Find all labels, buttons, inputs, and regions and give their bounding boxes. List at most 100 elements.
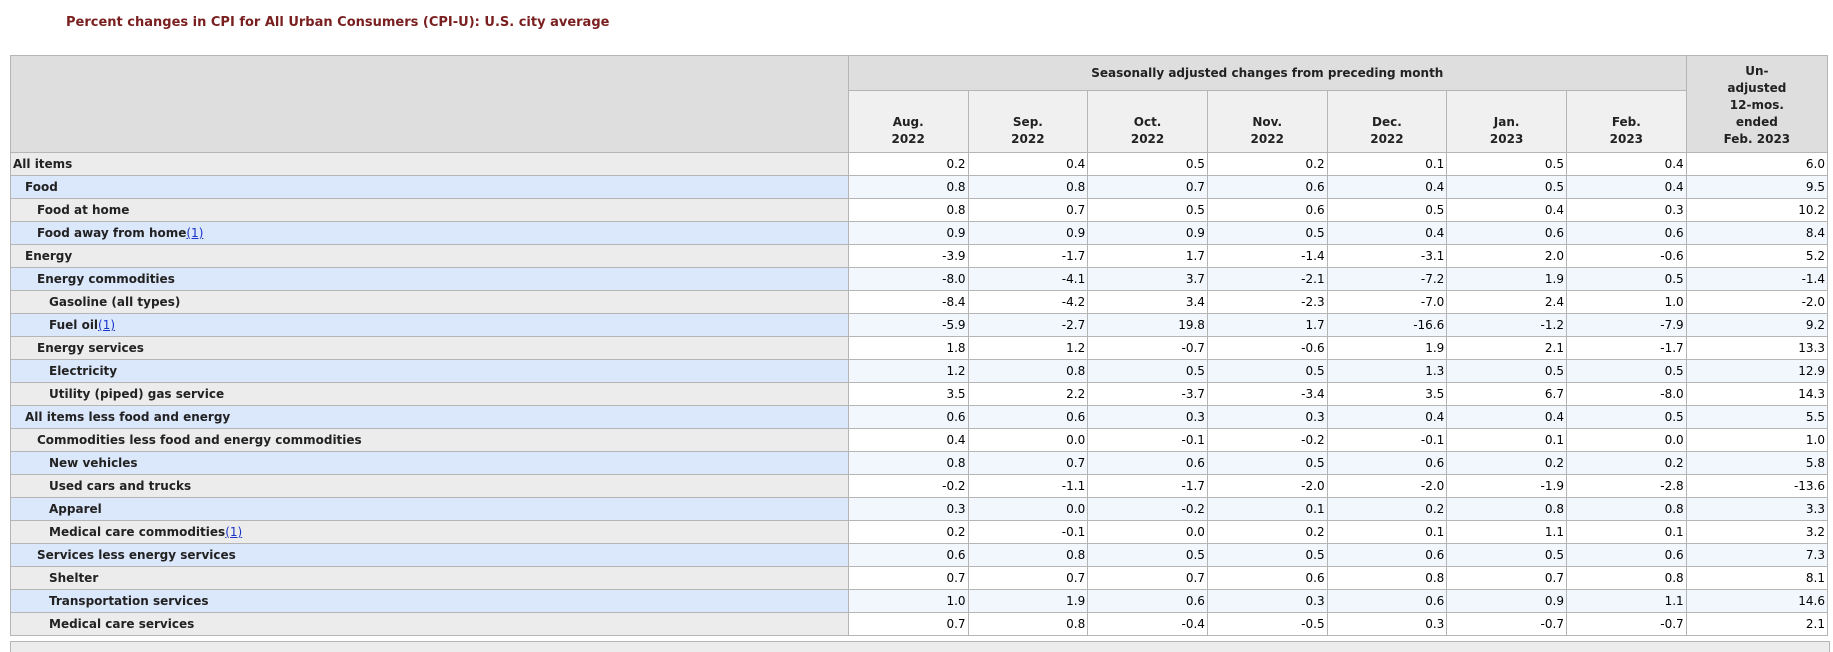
value-cell: -3.4 <box>1206 382 1328 406</box>
value-cell: -0.2 <box>1206 428 1328 452</box>
value-cell: -0.7 <box>1565 612 1687 636</box>
value-cell: 1.9 <box>1446 267 1567 291</box>
header-unadjusted: Un- adjusted 12-mos. ended Feb. 2023 <box>1685 55 1829 153</box>
value-cell: 0.5 <box>1206 543 1328 567</box>
value-cell: 0.8 <box>967 543 1089 567</box>
value-cell: 1.0 <box>847 589 969 613</box>
header-month-year: 2023 <box>1609 132 1644 146</box>
value-cell: 3.5 <box>1326 382 1448 406</box>
value-cell: 0.5 <box>1206 359 1328 383</box>
row-label-text: New vehicles <box>49 456 138 470</box>
value-cell: 0.7 <box>1087 566 1208 590</box>
row-label: Services less energy services <box>10 543 849 567</box>
value-cell: 0.6 <box>1326 451 1448 475</box>
value-cell: -0.7 <box>1087 336 1208 360</box>
value-cell: 8.1 <box>1685 566 1829 590</box>
value-cell: 0.4 <box>1446 198 1567 222</box>
header-month: Sep. 2022 <box>967 90 1089 153</box>
table-body: All items 0.2 0.4 0.5 0.2 0.1 0.5 0.4 6.0 Food 0.8… <box>10 152 1829 636</box>
footnote-link[interactable]: (1) <box>225 525 243 539</box>
value-cell: 0.4 <box>967 152 1089 176</box>
row-label-text: Energy services <box>37 341 144 355</box>
value-cell: 1.8 <box>847 336 969 360</box>
value-cell: 0.9 <box>1087 221 1208 245</box>
value-cell: 0.2 <box>1326 497 1448 521</box>
value-cell: 0.2 <box>1206 152 1328 176</box>
value-cell: -1.4 <box>1206 244 1328 268</box>
value-cell: 9.2 <box>1685 313 1829 337</box>
table-row: Shelter 0.7 0.7 0.7 0.6 0.8 0.7 0.8 8.1 <box>10 566 1829 590</box>
value-cell: -4.1 <box>967 267 1089 291</box>
value-cell: -0.5 <box>1206 612 1328 636</box>
value-cell: 0.6 <box>1326 543 1448 567</box>
value-cell: -7.2 <box>1326 267 1448 291</box>
value-cell: -2.7 <box>967 313 1089 337</box>
value-cell: 5.8 <box>1685 451 1829 475</box>
value-cell: 0.4 <box>847 428 969 452</box>
footnote-link[interactable]: (1) <box>186 226 204 240</box>
table-row: Fuel oil(1) -5.9 -2.7 19.8 1.7 -16.6 -1.2 -7.9 9… <box>10 313 1829 337</box>
header-unadjusted-line: Feb. 2023 <box>1723 132 1791 146</box>
value-cell: 0.8 <box>847 198 969 222</box>
value-cell: 2.4 <box>1446 290 1567 314</box>
value-cell: -3.9 <box>847 244 969 268</box>
value-cell: 2.2 <box>967 382 1089 406</box>
value-cell: 0.7 <box>967 566 1089 590</box>
table-row: Services less energy services 0.6 0.8 0.5 0.… <box>10 543 1829 567</box>
value-cell: -1.7 <box>1087 474 1208 498</box>
value-cell: 6.0 <box>1685 152 1829 176</box>
value-cell: 0.6 <box>1206 198 1328 222</box>
row-label: Fuel oil(1) <box>10 313 849 337</box>
value-cell: -0.4 <box>1087 612 1208 636</box>
value-cell: 0.8 <box>967 175 1089 199</box>
value-cell: 1.1 <box>1446 520 1567 544</box>
value-cell: 0.5 <box>1206 221 1328 245</box>
value-cell: 0.5 <box>1087 152 1208 176</box>
value-cell: 0.0 <box>967 428 1089 452</box>
value-cell: 12.9 <box>1685 359 1829 383</box>
value-cell: 0.2 <box>847 152 969 176</box>
row-label: Commodities less food and energy commodi… <box>10 428 849 452</box>
table-row: Energy commodities -8.0 -4.1 3.7 -2.1 -7.2 1.9… <box>10 267 1829 291</box>
value-cell: -0.7 <box>1446 612 1567 636</box>
value-cell: 5.5 <box>1685 405 1829 429</box>
value-cell: 1.3 <box>1326 359 1448 383</box>
header-month-name: Aug. <box>892 115 924 129</box>
value-cell: 0.5 <box>1446 152 1567 176</box>
value-cell: 0.6 <box>1446 221 1567 245</box>
value-cell: -0.6 <box>1565 244 1687 268</box>
row-label-text: Food at home <box>37 203 130 217</box>
table-row: Utility (piped) gas service 3.5 2.2 -3.7 -3.… <box>10 382 1829 406</box>
row-label: All items less food and energy <box>10 405 849 429</box>
value-cell: 0.8 <box>847 451 969 475</box>
header-months-row: Aug. 2022 Sep. 2022 Oct. 2022 Nov. 2022 Dec. 2022… <box>11 90 1828 153</box>
value-cell: 0.1 <box>1206 497 1328 521</box>
row-label: Medical care services <box>10 612 849 636</box>
value-cell: 1.2 <box>967 336 1089 360</box>
value-cell: 5.2 <box>1685 244 1829 268</box>
value-cell: -2.0 <box>1685 290 1829 314</box>
table-row: Medical care services 0.7 0.8 -0.4 -0.5 0.3 -0… <box>10 612 1829 636</box>
value-cell: 0.6 <box>1565 543 1687 567</box>
value-cell: 0.2 <box>1565 451 1687 475</box>
table-row: Commodities less food and energy commodi… <box>10 428 1829 452</box>
value-cell: 0.4 <box>1326 221 1448 245</box>
value-cell: 2.1 <box>1685 612 1829 636</box>
value-cell: 0.4 <box>1565 152 1687 176</box>
row-label-text: Medical care services <box>49 617 195 631</box>
row-label-text: Medical care commodities <box>49 525 226 539</box>
value-cell: 1.9 <box>967 589 1089 613</box>
footnote-link[interactable]: (1) <box>98 318 116 332</box>
value-cell: 0.5 <box>1087 359 1208 383</box>
row-label: Apparel <box>10 497 849 521</box>
value-cell: 0.2 <box>1446 451 1567 475</box>
value-cell: -2.8 <box>1565 474 1687 498</box>
value-cell: 0.7 <box>1446 566 1567 590</box>
table-row: Food away from home(1) 0.9 0.9 0.9 0.5 0.4 0.6… <box>10 221 1829 245</box>
value-cell: -1.7 <box>967 244 1089 268</box>
value-cell: -0.2 <box>847 474 969 498</box>
header-month-year: 2022 <box>891 132 925 146</box>
row-label: Food at home <box>10 198 849 222</box>
value-cell: 3.7 <box>1087 267 1208 291</box>
header-month: Oct. 2022 <box>1087 90 1208 153</box>
